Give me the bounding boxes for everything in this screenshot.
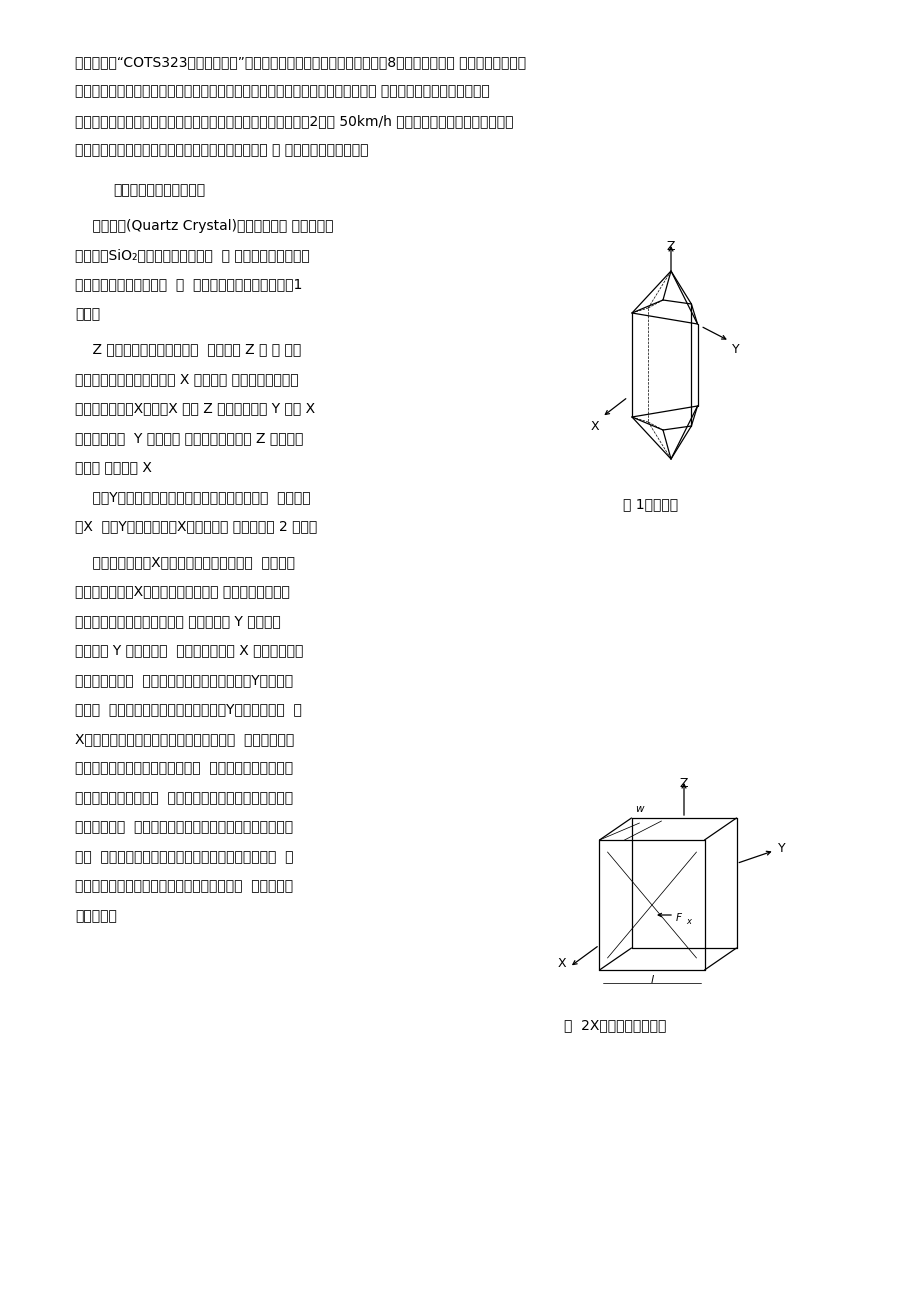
Text: 所示。: 所示。 <box>75 307 100 321</box>
Text: 试验。试验使用数字式示波器显示重量信号、并将其储存在软盘上，然后将数用据 计算机进行离线分析。除了车: 试验。试验使用数字式示波器显示重量信号、并将其储存在软盘上，然后将数用据 计算机… <box>75 85 489 99</box>
Text: （或Y）切割，就是切割出来的石英晶体片的两  个平面都: （或Y）切割，就是切割出来的石英晶体片的两 个平面都 <box>75 490 311 503</box>
Text: Y: Y <box>777 842 784 855</box>
Text: 荷和负电荷的  重心互相移位所至，产生的电荷由覆盖在石: 荷和负电荷的 重心互相移位所至，产生的电荷由覆盖在石 <box>75 821 293 834</box>
Text: 直接利用这三个压电效应，制成单分量或多分  量测力与称: 直接利用这三个压电效应，制成单分量或多分 量测力与称 <box>75 879 293 894</box>
Text: 切型切  割）石英晶体片中，当在垂直于Y轴的平面内，  沿: 切型切 割）石英晶体片中，当在垂直于Y轴的平面内， 沿 <box>75 703 301 717</box>
Text: 称为剪切效应。石英晶体的压电效  应是由于在外力作用下: 称为剪切效应。石英晶体的压电效 应是由于在外力作用下 <box>75 761 293 775</box>
Text: 轴。通 常所说的 X: 轴。通 常所说的 X <box>75 461 152 475</box>
Text: Z: Z <box>666 239 675 252</box>
Text: X: X <box>557 958 566 971</box>
Text: 这种现象称为纵向压电效应。 而在垂直于 Y 轴的平面: 这种现象称为纵向压电效应。 而在垂直于 Y 轴的平面 <box>75 614 280 628</box>
Text: F: F <box>675 913 681 922</box>
Text: 上，通过相对两棱的直线叫 X 轴，由于 石英晶体呼六角棱: 上，通过相对两棱的直线叫 X 轴，由于 石英晶体呼六角棱 <box>75 372 299 386</box>
Text: 轴称为电轴，  Y 轴称为中 性轴（或机械轴） Z 轴称为光: 轴称为电轴， Y 轴称为中 性轴（或机械轴） Z 轴称为光 <box>75 431 303 445</box>
Text: 形，因此有三个X轴。与X 轴和 Z 轴都垂直的是 Y 轴。 X: 形，因此有三个X轴。与X 轴和 Z 轴都垂直的是 Y 轴。 X <box>75 402 315 415</box>
Text: Z 轴是石英晶体的对称轴，  在垂直于 Z 轴 的 平面: Z 轴是石英晶体的对称轴， 在垂直于 Z 轴 的 平面 <box>75 342 301 356</box>
Text: l: l <box>650 974 652 985</box>
Text: 当石英晶体片沿X轴方向受一外力作用时，  内部产生: 当石英晶体片沿X轴方向受一外力作用时， 内部产生 <box>75 556 295 569</box>
Text: 洲研究项目“COTS323道路动态称重”的要求，对压电石英称重传感器与另出8个商用称重传感 器进行了道路比较: 洲研究项目“COTS323道路动态称重”的要求，对压电石英称重传感器与另出8个商… <box>75 55 526 69</box>
Text: 图 1石英晶体: 图 1石英晶体 <box>622 497 677 511</box>
Text: 辆的轴重和毛重外，车速、轴距、轮距和单双轮胎等均可确定。2在～ 50km/h 速度下，动态称量结果与动态校: 辆的轴重和毛重外，车速、轴距、轮距和单双轮胎等均可确定。2在～ 50km/h 速… <box>75 114 513 127</box>
Text: x: x <box>686 917 690 926</box>
Text: 分子式为SiO₂是各向异性的材料，  通 常用直角坐标轴来表: 分子式为SiO₂是各向异性的材料， 通 常用直角坐标轴来表 <box>75 248 310 262</box>
Text: 重传感器。: 重传感器。 <box>75 909 117 922</box>
Text: 极化，在垂直于X轴的两个平面上产生 等量的正负电荷，: 极化，在垂直于X轴的两个平面上产生 等量的正负电荷， <box>75 584 289 598</box>
Text: 上，沿着 Y 轴的方向施  加外力时，在与 X 轴垂直的平面: 上，沿着 Y 轴的方向施 加外力时，在与 X 轴垂直的平面 <box>75 644 303 657</box>
Text: 上产生电荷，这  种现象称为横向压电效应。在Y切割（剪: 上产生电荷，这 种现象称为横向压电效应。在Y切割（剪 <box>75 673 293 687</box>
Text: X: X <box>590 420 598 433</box>
Text: 石英晶体(Quartz Crystal)是二氧化硅无 水化合物，: 石英晶体(Quartz Crystal)是二氧化硅无 水化合物， <box>75 219 334 233</box>
Text: w: w <box>635 804 643 814</box>
Text: 征它的方向性。典型的石  英  晶体外形和直角坐标轴如图1: 征它的方向性。典型的石 英 晶体外形和直角坐标轴如图1 <box>75 277 302 291</box>
Text: 石英晶体内的硅原子和  氧原子的位置产生相对变形，正电: 石英晶体内的硅原子和 氧原子的位置产生相对变形，正电 <box>75 791 293 805</box>
Text: 英晶  体表面的电极板进行收集、传输。力値的计量就  是: 英晶 体表面的电极板进行收集、传输。力値的计量就 是 <box>75 850 293 864</box>
Text: X轴方向受外力作用时，在受力表面产生电  荷，这种现象: X轴方向受外力作用时，在受力表面产生电 荷，这种现象 <box>75 732 294 745</box>
Text: 准结果非常吁合，证明压电石英称重传感器完全可以 用 于公路车辆轴重计量。: 准结果非常吁合，证明压电石英称重传感器完全可以 用 于公路车辆轴重计量。 <box>75 143 369 157</box>
Text: 与X  （或Y）轴相垂直。X切割的石英 晶体片如图 2 所示。: 与X （或Y）轴相垂直。X切割的石英 晶体片如图 2 所示。 <box>75 519 317 533</box>
Text: Z: Z <box>679 777 687 790</box>
Text: 图  2X切割的石英晶体片: 图 2X切割的石英晶体片 <box>563 1017 665 1032</box>
Text: Y: Y <box>731 343 738 356</box>
Text: 二、石英晶体的压电效应: 二、石英晶体的压电效应 <box>113 183 205 196</box>
